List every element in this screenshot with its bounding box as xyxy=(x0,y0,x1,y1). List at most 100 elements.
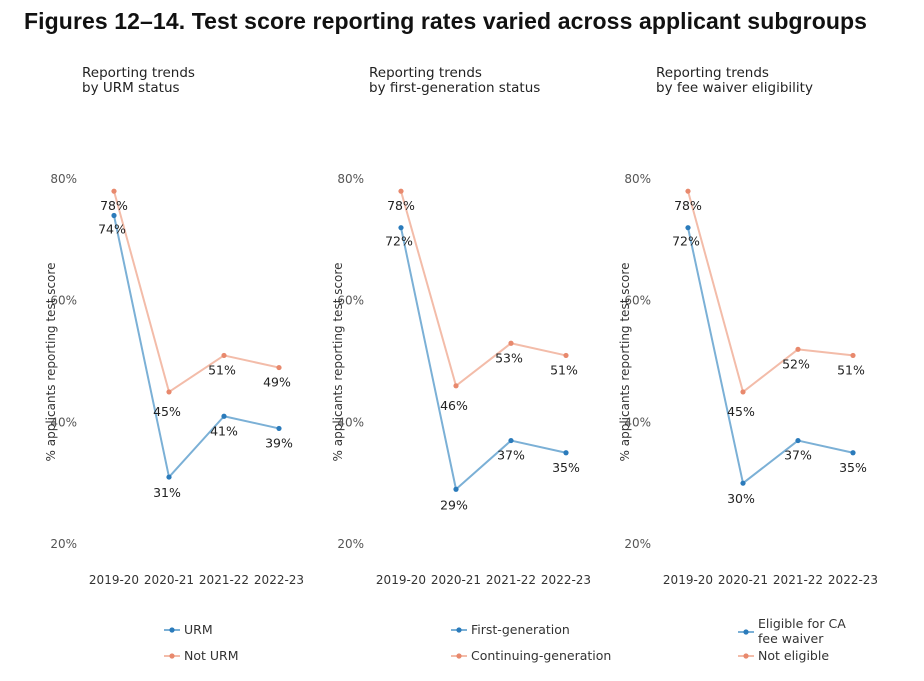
chart-title-line: Reporting trends xyxy=(656,65,769,81)
data-label: 78% xyxy=(674,198,702,213)
chart-panel-fee-waiver: Reporting trends by fee waiver eligibilit… xyxy=(618,62,908,672)
data-point-blue xyxy=(166,474,172,480)
data-point-blue xyxy=(453,486,459,492)
data-point-orange xyxy=(740,389,746,395)
data-point-orange xyxy=(795,346,801,352)
data-point-orange xyxy=(111,188,117,194)
chart-title-line: Reporting trends xyxy=(82,65,195,81)
data-label: 30% xyxy=(727,491,755,506)
x-tick-label: 2021-22 xyxy=(486,573,536,587)
y-tick-label: 60% xyxy=(50,294,77,308)
data-point-blue xyxy=(221,413,227,419)
y-tick-label: 80% xyxy=(337,172,364,186)
y-tick-label: 40% xyxy=(624,415,651,429)
legend-label: Not URM xyxy=(184,648,239,663)
data-point-blue xyxy=(850,450,856,456)
legend-label: Continuing-generation xyxy=(471,648,611,663)
data-label: 51% xyxy=(550,362,578,377)
data-point-orange xyxy=(850,352,856,359)
data-point-orange xyxy=(398,188,404,194)
data-label: 51% xyxy=(837,362,865,377)
data-label: 53% xyxy=(495,350,523,365)
x-tick-label: 2021-22 xyxy=(199,573,249,587)
data-label: 78% xyxy=(387,198,415,213)
y-tick-label: 40% xyxy=(337,415,364,429)
data-point-orange xyxy=(276,364,282,371)
series-line-blue xyxy=(113,215,280,479)
data-point-blue xyxy=(685,225,691,231)
series-line-orange xyxy=(113,190,280,393)
data-label: 45% xyxy=(727,404,755,419)
y-tick-label: 80% xyxy=(50,172,77,186)
data-label: 35% xyxy=(839,460,867,475)
data-point-orange xyxy=(685,188,691,194)
data-point-blue xyxy=(111,212,117,219)
chart-panel-first-generation: Reporting trends by first-generation stat… xyxy=(331,62,621,672)
y-tick-label: 20% xyxy=(50,537,77,551)
legend-swatch-dot xyxy=(743,629,749,635)
y-tick-label: 20% xyxy=(624,537,651,551)
data-label: 52% xyxy=(782,356,810,371)
y-tick-label: 60% xyxy=(624,294,651,308)
legend-swatch-dot xyxy=(456,627,462,633)
x-tick-label: 2019-20 xyxy=(89,573,139,587)
x-tick-label: 2020-21 xyxy=(718,573,768,587)
x-tick-label: 2022-23 xyxy=(541,573,591,587)
data-label: 29% xyxy=(440,497,468,512)
data-label: 72% xyxy=(672,234,700,249)
chart-panel-urm: Reporting trends by URM status 80% 60% 40% 20… xyxy=(44,62,334,672)
data-label: 37% xyxy=(784,448,812,463)
legend-label: Not eligible xyxy=(758,648,829,663)
data-label: 41% xyxy=(210,423,238,438)
data-point-blue xyxy=(276,425,282,432)
y-tick-label: 40% xyxy=(50,415,77,429)
y-axis-label: % applicants reporting test score xyxy=(331,263,345,462)
data-label: 74% xyxy=(98,222,126,237)
data-point-blue xyxy=(508,437,514,444)
y-tick-label: 80% xyxy=(624,172,651,186)
data-point-orange xyxy=(563,352,569,359)
legend-swatch-dot xyxy=(456,653,462,659)
data-label: 51% xyxy=(208,362,236,377)
series-line-blue xyxy=(687,227,854,485)
legend-swatch-dot xyxy=(169,627,175,633)
data-label: 31% xyxy=(153,485,181,500)
figure-title: Figures 12–14. Test score reporting rate… xyxy=(24,8,868,34)
y-tick-label: 20% xyxy=(337,537,364,551)
x-tick-label: 2019-20 xyxy=(376,573,426,587)
data-label: 78% xyxy=(100,198,128,213)
y-tick-label: 60% xyxy=(337,294,364,308)
data-point-blue xyxy=(563,450,569,456)
legend-label: fee waiver xyxy=(758,631,824,646)
x-tick-label: 2022-23 xyxy=(254,573,304,587)
data-label: 72% xyxy=(385,234,413,249)
x-tick-label: 2020-21 xyxy=(144,573,194,587)
data-point-blue xyxy=(795,437,801,444)
x-tick-label: 2022-23 xyxy=(828,573,878,587)
data-point-orange xyxy=(508,340,514,346)
y-axis-label: % applicants reporting test score xyxy=(618,263,632,462)
legend-label: First-generation xyxy=(471,622,570,637)
chart-title-line: Reporting trends xyxy=(369,65,482,81)
data-point-orange xyxy=(221,352,227,359)
data-point-blue xyxy=(398,225,404,231)
legend-swatch-dot xyxy=(169,653,175,659)
x-tick-label: 2020-21 xyxy=(431,573,481,587)
legend-label: URM xyxy=(184,622,213,637)
chart-title-line: by first-generation status xyxy=(369,80,540,96)
chart-title-line: by fee waiver eligibility xyxy=(656,80,813,96)
data-point-blue xyxy=(740,480,746,486)
data-label: 35% xyxy=(552,460,580,475)
chart-title-line: by URM status xyxy=(82,80,180,96)
data-label: 49% xyxy=(263,375,291,390)
legend-label: Eligible for CA xyxy=(758,616,846,631)
series-line-blue xyxy=(400,227,567,491)
x-tick-label: 2019-20 xyxy=(663,573,713,587)
legend-swatch-dot xyxy=(743,653,749,659)
data-label: 37% xyxy=(497,448,525,463)
data-point-orange xyxy=(453,383,459,389)
series-line-orange xyxy=(400,190,567,387)
data-label: 45% xyxy=(153,404,181,419)
